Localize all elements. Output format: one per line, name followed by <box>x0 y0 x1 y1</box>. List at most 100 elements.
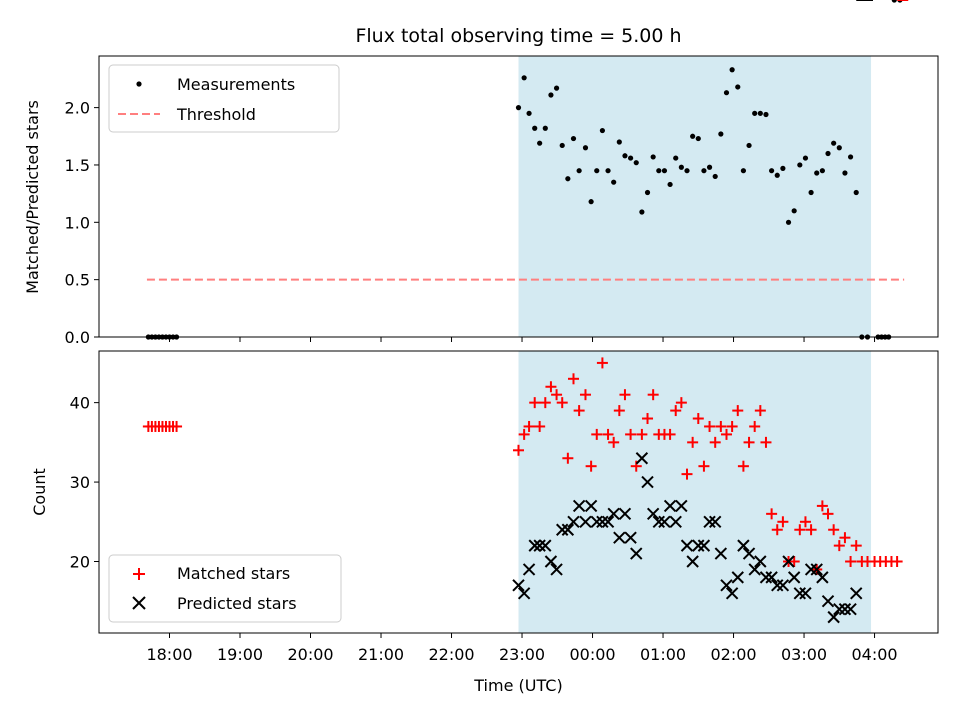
predicted-star-point <box>697 539 711 552</box>
matched-star-point <box>539 397 551 409</box>
measurement-point <box>797 162 803 168</box>
predicted-star-point <box>782 555 795 568</box>
matched-star-point <box>613 405 625 417</box>
predicted-star-point <box>646 507 660 521</box>
ratio-panel: 0.00.51.01.52.0 Matched/Predicted stars … <box>23 0 939 347</box>
measurement-point <box>847 154 854 160</box>
matched-star-point <box>891 556 903 568</box>
matched-star-point <box>171 420 183 432</box>
predicted-star-point <box>567 515 580 528</box>
measurement-point <box>644 189 651 196</box>
measurement-point <box>521 75 527 81</box>
matched-star-point <box>777 516 789 528</box>
predicted-star-point <box>759 571 773 584</box>
predicted-star-point <box>544 555 558 568</box>
matched-star-point <box>794 524 806 536</box>
y-tick-label: 0.5 <box>65 271 90 290</box>
legend-matched-marker <box>133 568 145 580</box>
measurement-point <box>718 131 724 137</box>
count-panel: 20 30 40 18:00 19:00 20:00 21:00 22:00 23:00 00:… <box>30 0 939 695</box>
predicted-star-point <box>804 563 818 576</box>
predicted-star-point <box>821 595 835 608</box>
predicted-star-point <box>539 539 552 552</box>
x-axis-label: Time (UTC) <box>473 676 562 695</box>
predicted-star-point <box>550 563 563 576</box>
measurement-point <box>537 140 543 146</box>
matched-star-point <box>732 405 744 417</box>
predicted-star-point <box>799 587 812 600</box>
measurement-point <box>729 67 735 73</box>
predicted-star-point <box>584 499 598 513</box>
predicted-star-point <box>669 515 682 528</box>
matched-star-point <box>766 508 778 520</box>
measurement-point <box>678 164 684 170</box>
measurement-point <box>515 105 522 111</box>
measurement-point <box>842 170 848 176</box>
measurement-point <box>769 168 775 174</box>
predicted-star-point <box>658 515 671 528</box>
ratio-legend-box <box>108 64 340 133</box>
measurement-point <box>780 165 786 171</box>
chart-title: Flux total observing time = 5.00 h <box>355 25 681 47</box>
matched-star-point <box>771 524 783 536</box>
matched-star-point <box>720 428 732 440</box>
matched-star-point <box>692 413 704 425</box>
measurement-point <box>548 92 554 98</box>
predicted-star-point <box>771 579 784 592</box>
predicted-star-point <box>692 539 705 552</box>
y-tick-label: 0.0 <box>65 328 90 347</box>
measurement-point <box>628 155 634 161</box>
measurement-point <box>616 139 622 145</box>
measurement-point <box>532 125 538 131</box>
matched-star-point <box>698 460 710 472</box>
matched-star-point <box>743 436 755 448</box>
predicted-star-point <box>731 571 744 584</box>
matched-star-point <box>596 357 608 369</box>
y-tick-label: 2.0 <box>65 99 90 118</box>
predicted-star-point <box>517 587 531 600</box>
matched-star-point <box>642 413 654 425</box>
measurement-point <box>611 179 617 185</box>
measurement-point <box>639 209 645 215</box>
legend-predicted-marker <box>132 596 146 610</box>
legend-measurements-marker <box>136 81 142 87</box>
matched-star-point <box>754 405 766 417</box>
x-tick-label: 00:00 <box>569 645 615 664</box>
matched-star-point <box>709 436 721 448</box>
measurement-point <box>588 199 594 205</box>
matched-star-point <box>591 428 603 440</box>
measurement-point <box>622 153 628 159</box>
measurement-point <box>785 219 792 225</box>
measurement-point <box>570 135 577 142</box>
measurement-point <box>684 168 690 174</box>
measurement-point <box>763 111 769 118</box>
measurement-point <box>735 84 741 90</box>
matched-star-point <box>529 397 541 409</box>
legend-threshold-label: Threshold <box>176 105 256 124</box>
predicted-star-point <box>827 610 840 624</box>
matched-star-point <box>833 540 845 552</box>
y-tick-label: 1.5 <box>65 156 90 175</box>
legend-matched-label: Matched stars <box>177 564 290 583</box>
matched-star-point <box>602 428 614 440</box>
predicted-star-point <box>533 539 546 552</box>
matched-star-point <box>726 420 738 432</box>
matched-star-point <box>619 389 631 401</box>
x-tick-label: 20:00 <box>287 645 333 664</box>
predicted-star-point <box>596 515 609 528</box>
predicted-star-point <box>613 531 626 544</box>
predicted-star-point <box>838 602 852 616</box>
measurement-point <box>814 170 820 176</box>
predicted-star-point <box>833 602 846 616</box>
matched-star-point <box>850 540 862 552</box>
predicted-star-point <box>512 579 525 592</box>
predicted-star-point <box>742 547 756 560</box>
measurement-point <box>740 168 747 174</box>
x-tick-label: 01:00 <box>640 645 686 664</box>
predicted-star-point <box>663 499 677 513</box>
predicted-star-point <box>522 563 536 576</box>
matched-star-point <box>573 405 585 417</box>
measurement-point <box>752 110 758 116</box>
ratio-legend: Measurements Threshold <box>108 64 340 133</box>
measurement-point <box>576 168 582 174</box>
